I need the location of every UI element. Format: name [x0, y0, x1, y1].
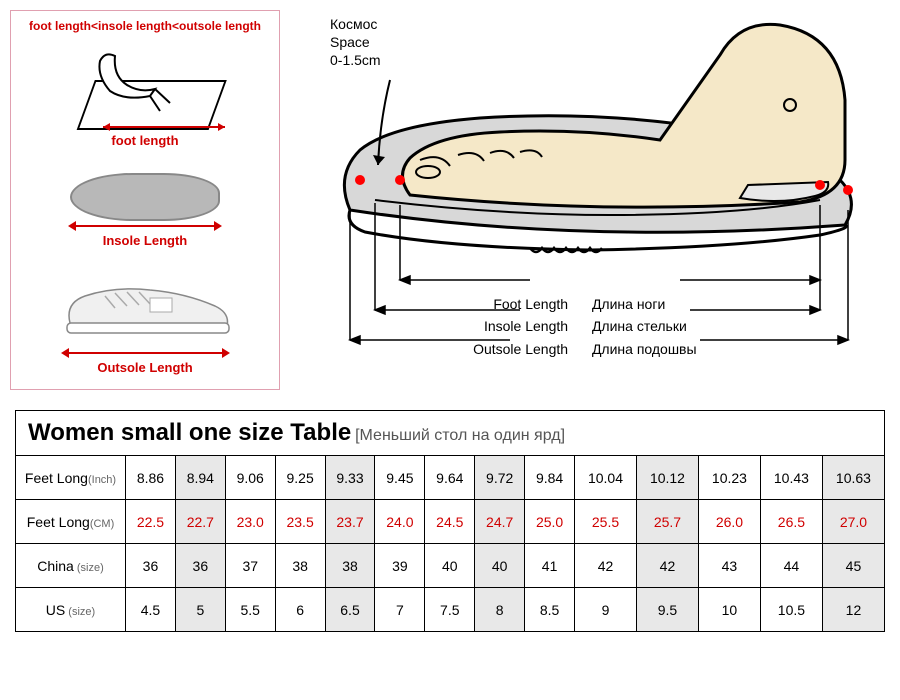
space-en: Space	[330, 33, 381, 51]
size-cell: 9.5	[636, 588, 698, 632]
size-cell: 22.7	[175, 500, 225, 544]
foot-cross-section-diagram: Космос Space 0-1.5cm	[290, 10, 890, 390]
size-cell: 22.5	[126, 500, 176, 544]
outsole-length-diagram: Outsole Length	[19, 271, 271, 381]
size-cell: 40	[475, 544, 525, 588]
size-cell: 4.5	[126, 588, 176, 632]
table-title-cell: Women small one size Table [Меньший стол…	[16, 411, 885, 456]
foot-length-diagram: foot length	[19, 39, 271, 149]
size-cell: 25.7	[636, 500, 698, 544]
size-cell: 38	[325, 544, 375, 588]
size-cell: 36	[175, 544, 225, 588]
size-cell: 25.5	[575, 500, 637, 544]
space-label: Космос Space 0-1.5cm	[330, 15, 381, 70]
size-cell: 8.94	[175, 456, 225, 500]
size-cell: 23.7	[325, 500, 375, 544]
size-cell: 41	[525, 544, 575, 588]
size-cell: 10.63	[822, 456, 884, 500]
insole-arrow-icon	[70, 225, 220, 227]
size-cell: 9.06	[225, 456, 275, 500]
size-cell: 6.5	[325, 588, 375, 632]
size-table-section: Women small one size Table [Меньший стол…	[0, 400, 900, 642]
dimension-labels: Foot Length Длина ноги Insole Length Дли…	[290, 293, 890, 360]
space-range: 0-1.5cm	[330, 51, 381, 69]
size-cell: 12	[822, 588, 884, 632]
size-cell: 40	[425, 544, 475, 588]
size-cell: 24.0	[375, 500, 425, 544]
size-table: Women small one size Table [Меньший стол…	[15, 410, 885, 632]
sneaker-icon	[55, 278, 235, 348]
size-cell: 7	[375, 588, 425, 632]
size-cell: 9.25	[275, 456, 325, 500]
size-cell: 42	[636, 544, 698, 588]
row-label: Feet Long(CM)	[16, 500, 126, 544]
size-cell: 8.86	[126, 456, 176, 500]
size-cell: 42	[575, 544, 637, 588]
size-cell: 9	[575, 588, 637, 632]
diagram-section: foot length<insole length<outsole length…	[0, 0, 900, 400]
size-cell: 10.5	[760, 588, 822, 632]
size-cell: 10.23	[698, 456, 760, 500]
size-cell: 9.45	[375, 456, 425, 500]
insole-icon	[70, 173, 220, 221]
size-cell: 44	[760, 544, 822, 588]
size-cell: 10.04	[575, 456, 637, 500]
size-cell: 23.5	[275, 500, 325, 544]
size-cell: 8.5	[525, 588, 575, 632]
foot-trace-icon	[55, 41, 235, 131]
table-row: China (size)3636373838394040414242434445	[16, 544, 885, 588]
size-cell: 23.0	[225, 500, 275, 544]
table-row: Feet Long(Inch)8.868.949.069.259.339.459…	[16, 456, 885, 500]
insole-length-diagram: Insole Length	[19, 155, 271, 265]
outsole-length-label: Outsole Length	[97, 360, 192, 375]
size-cell: 43	[698, 544, 760, 588]
size-cell: 10.12	[636, 456, 698, 500]
size-cell: 27.0	[822, 500, 884, 544]
table-subtitle: [Меньший стол на один ярд]	[355, 427, 565, 444]
size-cell: 24.7	[475, 500, 525, 544]
size-cell: 9.84	[525, 456, 575, 500]
size-cell: 25.0	[525, 500, 575, 544]
outsole-arrow-icon	[63, 352, 228, 354]
size-cell: 45	[822, 544, 884, 588]
size-cell: 9.33	[325, 456, 375, 500]
row-label: China (size)	[16, 544, 126, 588]
table-title: Women small one size Table	[28, 419, 351, 446]
outsole-length-ru: Длина подошвы	[592, 338, 752, 360]
size-cell: 36	[126, 544, 176, 588]
insole-length-ru: Длина стельки	[592, 315, 752, 337]
size-cell: 8	[475, 588, 525, 632]
size-cell: 38	[275, 544, 325, 588]
foot-length-en: Foot Length	[428, 293, 568, 315]
size-cell: 7.5	[425, 588, 475, 632]
size-cell: 9.64	[425, 456, 475, 500]
size-cell: 39	[375, 544, 425, 588]
panel-header: foot length<insole length<outsole length	[19, 19, 271, 33]
row-label: US (size)	[16, 588, 126, 632]
size-cell: 9.72	[475, 456, 525, 500]
outsole-length-en: Outsole Length	[428, 338, 568, 360]
size-cell: 6	[275, 588, 325, 632]
foot-length-label: foot length	[111, 133, 178, 148]
size-cell: 26.0	[698, 500, 760, 544]
left-measurement-panel: foot length<insole length<outsole length…	[10, 10, 280, 390]
size-cell: 5.5	[225, 588, 275, 632]
size-cell: 5	[175, 588, 225, 632]
table-row: US (size)4.555.566.577.588.599.51010.512	[16, 588, 885, 632]
table-row: Feet Long(CM)22.522.723.023.523.724.024.…	[16, 500, 885, 544]
size-cell: 26.5	[760, 500, 822, 544]
size-cell: 37	[225, 544, 275, 588]
table-title-row: Women small one size Table [Меньший стол…	[16, 411, 885, 456]
size-cell: 10	[698, 588, 760, 632]
insole-length-label: Insole Length	[103, 233, 188, 248]
size-cell: 24.5	[425, 500, 475, 544]
space-ru: Космос	[330, 15, 381, 33]
row-label: Feet Long(Inch)	[16, 456, 126, 500]
foot-length-ru: Длина ноги	[592, 293, 752, 315]
insole-length-en: Insole Length	[428, 315, 568, 337]
size-cell: 10.43	[760, 456, 822, 500]
